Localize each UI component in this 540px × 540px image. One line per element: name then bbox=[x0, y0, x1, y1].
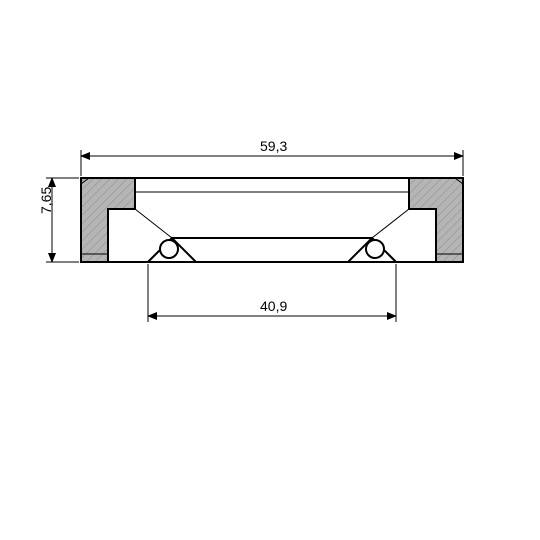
spring-left bbox=[160, 240, 178, 258]
dim-top-label: 59,3 bbox=[260, 138, 287, 154]
spring-right bbox=[366, 240, 384, 258]
dim-bottom-label: 40,9 bbox=[260, 298, 287, 314]
dim-left-label: 7,65 bbox=[38, 187, 54, 214]
drawing-svg bbox=[0, 0, 540, 540]
technical-drawing: 59,3 40,9 7,65 bbox=[0, 0, 540, 540]
section-center-body bbox=[108, 178, 436, 262]
